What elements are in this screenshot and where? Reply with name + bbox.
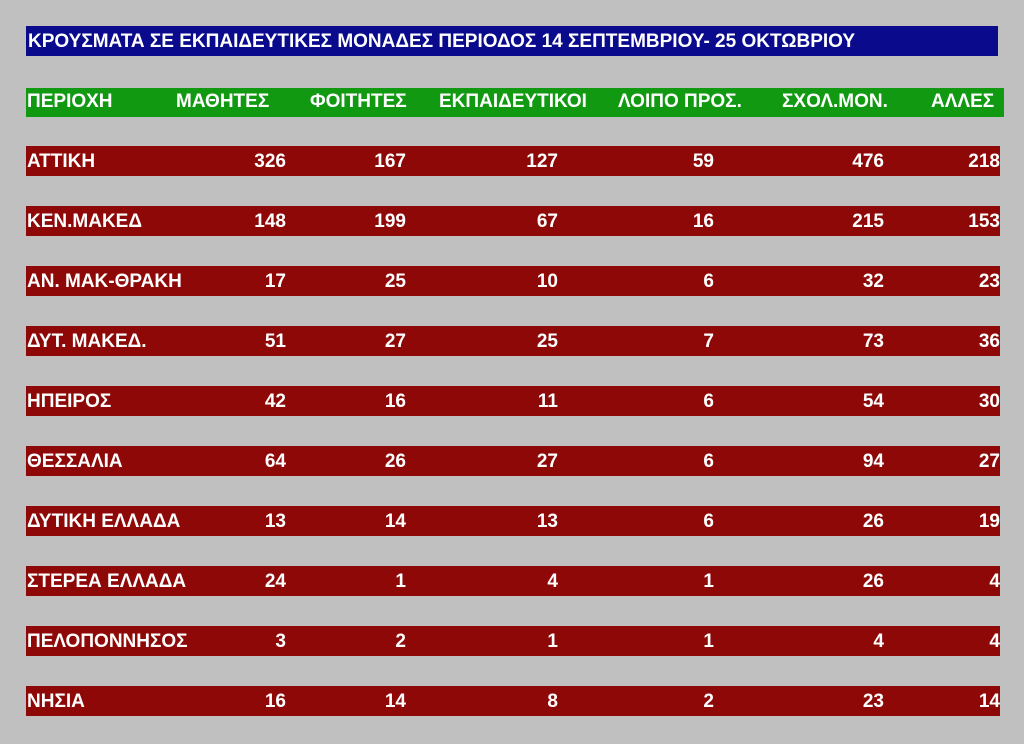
region-name: ΔΥΤΙΚΗ ΕΛΛΑΔΑ xyxy=(27,511,181,532)
cell-university-students: 14 xyxy=(384,511,406,532)
header-university-students: ΦΟΙΤΗΤΕΣ xyxy=(310,91,407,112)
cell-other: 4 xyxy=(989,631,1000,652)
cell-school-units: 26 xyxy=(862,511,884,532)
header-school-units: ΣΧΟΛ.ΜΟΝ. xyxy=(782,91,888,112)
region-name: ΚΕΝ.ΜΑΚΕΔ xyxy=(27,211,142,232)
cell-other-staff: 1 xyxy=(703,571,714,592)
table-row: ΑΝ. ΜΑΚ-ΘΡΑΚΗ 17 25 10 6 32 23 xyxy=(26,266,1000,296)
cell-other-staff: 59 xyxy=(692,151,714,172)
cell-other: 14 xyxy=(978,691,1000,712)
table-title: ΚΡΟΥΣΜΑΤΑ ΣΕ ΕΚΠΑΙΔΕΥΤΙΚΕΣ ΜΟΝΑΔΕΣ ΠΕΡΙΟ… xyxy=(26,26,998,56)
region-name: ΔΥΤ. ΜΑΚΕΔ. xyxy=(27,331,147,352)
cell-students: 24 xyxy=(264,571,286,592)
cell-teachers: 4 xyxy=(547,571,558,592)
cell-university-students: 167 xyxy=(374,151,406,172)
cell-students: 13 xyxy=(264,511,286,532)
table-row: ΑΤΤΙΚΗ 326 167 127 59 476 218 xyxy=(26,146,1000,176)
cell-school-units: 476 xyxy=(852,151,884,172)
table-row: ΠΕΛΟΠΟΝΝΗΣΟΣ 3 2 1 1 4 4 xyxy=(26,626,1000,656)
cell-other-staff: 16 xyxy=(692,211,714,232)
cell-other: 27 xyxy=(978,451,1000,472)
cell-school-units: 26 xyxy=(862,571,884,592)
cell-university-students: 199 xyxy=(374,211,406,232)
cell-university-students: 2 xyxy=(395,631,406,652)
cell-university-students: 14 xyxy=(384,691,406,712)
title-text: ΚΡΟΥΣΜΑΤΑ ΣΕ ΕΚΠΑΙΔΕΥΤΙΚΕΣ ΜΟΝΑΔΕΣ ΠΕΡΙΟ… xyxy=(28,31,856,52)
header-students: ΜΑΘΗΤΕΣ xyxy=(176,91,270,112)
cell-university-students: 26 xyxy=(384,451,406,472)
cell-teachers: 11 xyxy=(537,391,558,412)
cell-school-units: 32 xyxy=(862,271,884,292)
region-name: ΘΕΣΣΑΛΙΑ xyxy=(27,451,123,472)
cell-teachers: 27 xyxy=(536,451,558,472)
table-row: ΔΥΤΙΚΗ ΕΛΛΑΔΑ 13 14 13 6 26 19 xyxy=(26,506,1000,536)
cell-other-staff: 6 xyxy=(703,391,714,412)
header-other-staff: ΛΟΙΠΟ ΠΡΟΣ. xyxy=(618,91,742,112)
cell-school-units: 73 xyxy=(862,331,884,352)
cell-teachers: 13 xyxy=(536,511,558,532)
cell-school-units: 94 xyxy=(862,451,884,472)
cell-school-units: 23 xyxy=(862,691,884,712)
region-name: ΝΗΣΙΑ xyxy=(27,691,85,712)
cell-other-staff: 7 xyxy=(703,331,714,352)
cell-other: 4 xyxy=(989,571,1000,592)
region-name: ΣΤΕΡΕΑ ΕΛΛΑΔΑ xyxy=(27,571,187,592)
cell-other-staff: 2 xyxy=(703,691,714,712)
cell-other: 23 xyxy=(978,271,1000,292)
header-other: ΑΛΛΕΣ xyxy=(931,91,995,112)
cell-students: 3 xyxy=(275,631,286,652)
cell-teachers: 8 xyxy=(547,691,558,712)
table-row: ΔΥΤ. ΜΑΚΕΔ. 51 27 25 7 73 36 xyxy=(26,326,1000,356)
table-row: ΘΕΣΣΑΛΙΑ 64 26 27 6 94 27 xyxy=(26,446,1000,476)
cell-teachers: 127 xyxy=(526,151,558,172)
table-row: ΣΤΕΡΕΑ ΕΛΛΑΔΑ 24 1 4 1 26 4 xyxy=(26,566,1000,596)
cell-students: 51 xyxy=(264,331,286,352)
cell-students: 17 xyxy=(264,271,286,292)
table-row: ΚΕΝ.ΜΑΚΕΔ 148 199 67 16 215 153 xyxy=(26,206,1000,236)
cell-other: 19 xyxy=(978,511,1000,532)
cell-teachers: 25 xyxy=(536,331,558,352)
cell-teachers: 1 xyxy=(547,631,558,652)
cell-other: 36 xyxy=(978,331,1000,352)
cell-students: 148 xyxy=(254,211,286,232)
region-name: ΗΠΕΙΡΟΣ xyxy=(27,391,112,412)
region-name: ΠΕΛΟΠΟΝΝΗΣΟΣ xyxy=(27,631,188,652)
cell-students: 42 xyxy=(264,391,286,412)
region-name: ΑΤΤΙΚΗ xyxy=(27,151,96,172)
cell-students: 16 xyxy=(264,691,286,712)
cell-other: 153 xyxy=(968,211,1000,232)
cell-students: 64 xyxy=(264,451,286,472)
cell-school-units: 54 xyxy=(862,391,884,412)
table-row: ΗΠΕΙΡΟΣ 42 16 11 6 54 30 xyxy=(26,386,1000,416)
header-teachers: ΕΚΠΑΙΔΕΥΤΙΚΟΙ xyxy=(439,91,587,112)
cell-other-staff: 6 xyxy=(703,511,714,532)
cell-other: 30 xyxy=(978,391,1000,412)
cell-other: 218 xyxy=(968,151,1000,172)
cell-school-units: 215 xyxy=(852,211,884,232)
cell-students: 326 xyxy=(254,151,286,172)
cell-university-students: 25 xyxy=(384,271,406,292)
cell-university-students: 1 xyxy=(395,571,406,592)
cell-other-staff: 1 xyxy=(703,631,714,652)
table-row: ΝΗΣΙΑ 16 14 8 2 23 14 xyxy=(26,686,1000,716)
cell-university-students: 16 xyxy=(384,391,406,412)
header-region: ΠΕΡΙΟΧΗ xyxy=(27,91,113,112)
header-row: ΠΕΡΙΟΧΗ ΜΑΘΗΤΕΣ ΦΟΙΤΗΤΕΣ ΕΚΠΑΙΔΕΥΤΙΚΟΙ Λ… xyxy=(26,88,1004,117)
cell-teachers: 67 xyxy=(536,211,558,232)
cell-other-staff: 6 xyxy=(703,271,714,292)
cell-school-units: 4 xyxy=(873,631,884,652)
cell-teachers: 10 xyxy=(536,271,558,292)
cell-other-staff: 6 xyxy=(703,451,714,472)
region-name: ΑΝ. ΜΑΚ-ΘΡΑΚΗ xyxy=(27,271,182,292)
cell-university-students: 27 xyxy=(384,331,406,352)
